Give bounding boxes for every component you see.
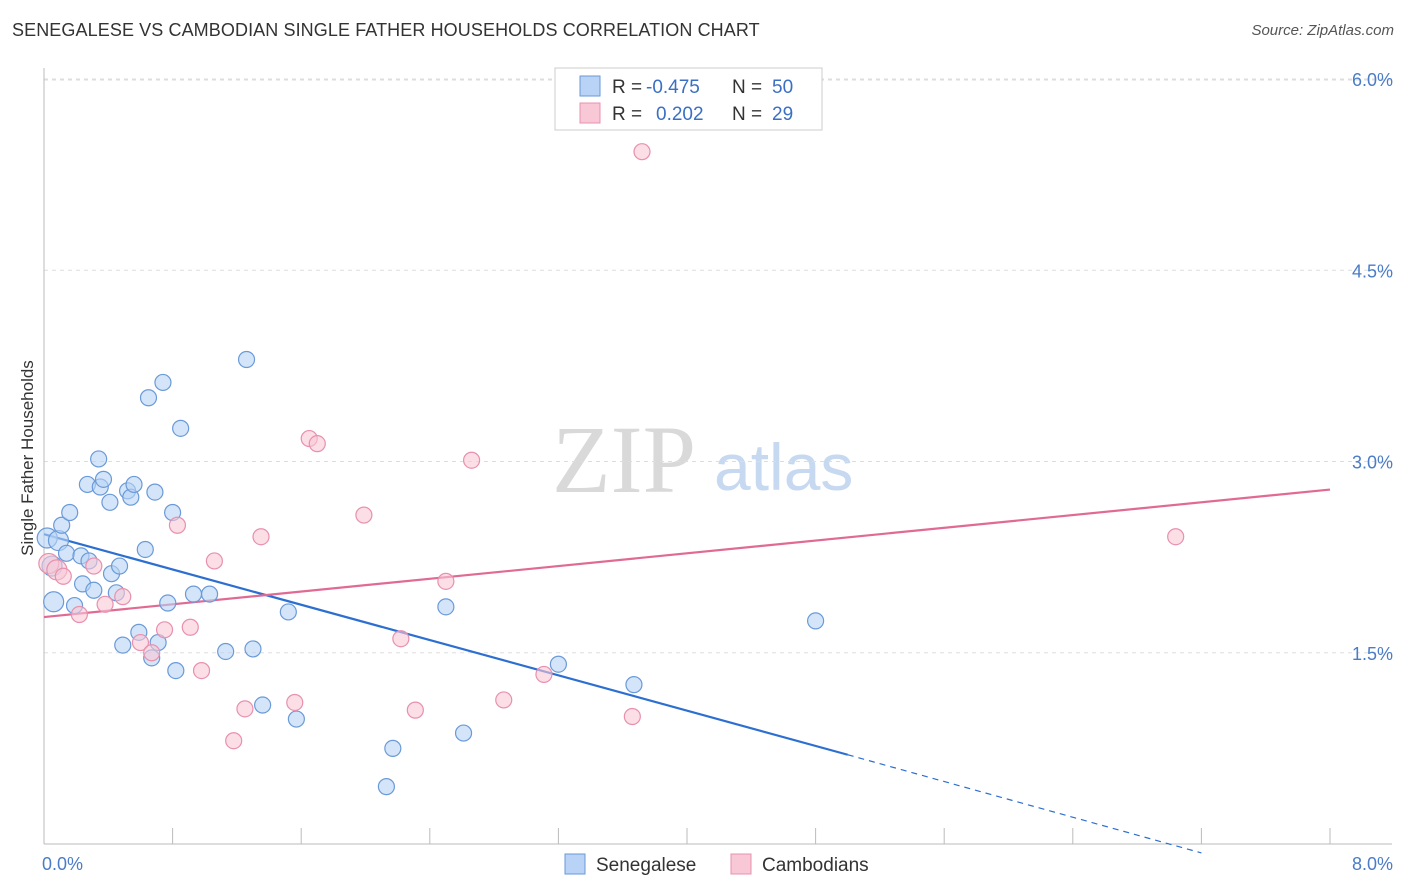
point-cambodian bbox=[114, 588, 132, 606]
point-senegalese bbox=[384, 739, 402, 757]
trend-line-cambodian bbox=[43, 488, 1331, 619]
legend-bottom-swatch-senegalese bbox=[564, 853, 586, 875]
point-cambodian bbox=[155, 621, 174, 639]
point-senegalese bbox=[549, 655, 568, 673]
legend-swatch-senegalese bbox=[579, 75, 601, 97]
point-senegalese bbox=[217, 642, 235, 661]
point-cambodian bbox=[85, 557, 103, 575]
point-cambodian bbox=[308, 435, 326, 453]
trend-line-senegalese bbox=[43, 533, 849, 756]
legend-r-label-senegalese: R = bbox=[612, 77, 642, 98]
point-senegalese bbox=[287, 710, 305, 728]
point-cambodian bbox=[192, 661, 211, 680]
legend-r-label-cambodians: R = bbox=[612, 104, 642, 125]
point-senegalese bbox=[200, 585, 219, 603]
trend-line-dashed-senegalese bbox=[847, 754, 1202, 854]
legend-n-value-cambodians: 29 bbox=[772, 104, 793, 125]
y-tick-label: 3.0% bbox=[1352, 453, 1393, 473]
y-tick-label: 6.0% bbox=[1352, 70, 1393, 90]
point-senegalese bbox=[625, 676, 643, 694]
legend-n-label-senegalese: N = bbox=[732, 77, 762, 98]
legend-bottom-label-cambodians: Cambodians bbox=[762, 855, 869, 876]
point-cambodian bbox=[96, 595, 114, 613]
point-cambodian bbox=[633, 143, 651, 161]
point-senegalese bbox=[110, 557, 129, 575]
point-cambodian bbox=[181, 618, 199, 636]
legend-r-value-senegalese: -0.475 bbox=[646, 77, 700, 98]
point-cambodian bbox=[70, 605, 88, 624]
point-cambodian bbox=[252, 528, 270, 546]
point-senegalese bbox=[437, 598, 455, 616]
point-cambodian bbox=[406, 701, 424, 719]
point-cambodian bbox=[286, 693, 304, 712]
point-senegalese bbox=[94, 470, 113, 488]
y-tick-label: 1.5% bbox=[1352, 644, 1393, 664]
point-senegalese bbox=[244, 640, 262, 658]
point-senegalese bbox=[237, 350, 256, 369]
point-cambodian bbox=[623, 707, 641, 726]
watermark-atlas: atlas bbox=[714, 430, 853, 504]
point-senegalese bbox=[454, 724, 473, 742]
point-senegalese bbox=[159, 594, 177, 612]
point-senegalese bbox=[279, 603, 297, 621]
point-cambodian bbox=[535, 665, 553, 684]
data-points bbox=[36, 143, 1185, 796]
point-senegalese bbox=[254, 696, 272, 714]
point-senegalese bbox=[114, 636, 132, 654]
point-senegalese bbox=[377, 778, 395, 796]
x-tick-label-max: 8.0% bbox=[1352, 854, 1393, 874]
legend-bottom-swatch-cambodians bbox=[730, 853, 752, 875]
chart-title: SENEGALESE VS CAMBODIAN SINGLE FATHER HO… bbox=[12, 20, 760, 40]
legend-n-label-cambodians: N = bbox=[732, 104, 762, 125]
point-cambodian bbox=[205, 552, 223, 570]
point-cambodian bbox=[392, 630, 410, 648]
point-cambodian bbox=[355, 506, 373, 524]
legend-bottom-label-senegalese: Senegalese bbox=[596, 855, 696, 876]
point-senegalese bbox=[136, 540, 154, 559]
point-senegalese bbox=[806, 612, 825, 630]
point-senegalese bbox=[139, 389, 158, 407]
legend-bottom: Senegalese Cambodians bbox=[564, 853, 869, 876]
point-cambodian bbox=[54, 567, 72, 585]
point-senegalese bbox=[85, 581, 103, 599]
point-cambodian bbox=[225, 732, 243, 750]
point-senegalese bbox=[146, 483, 164, 501]
point-senegalese bbox=[184, 585, 203, 603]
trend-lines bbox=[43, 488, 1331, 854]
point-cambodian bbox=[437, 572, 455, 590]
source-label: Source: ZipAtlas.com bbox=[1251, 22, 1394, 39]
point-senegalese bbox=[43, 591, 65, 613]
point-cambodian bbox=[131, 633, 150, 652]
point-senegalese bbox=[53, 516, 71, 534]
point-cambodian bbox=[1167, 528, 1185, 546]
point-senegalese bbox=[154, 373, 172, 392]
legend-n-value-senegalese: 50 bbox=[772, 77, 793, 98]
point-senegalese bbox=[61, 503, 79, 522]
point-cambodian bbox=[236, 700, 254, 718]
legend-swatch-cambodians bbox=[579, 102, 601, 124]
point-cambodian bbox=[462, 451, 481, 469]
y-axis-title: Single Father Households bbox=[18, 360, 37, 556]
point-senegalese bbox=[167, 661, 185, 680]
x-tick-label-min: 0.0% bbox=[42, 854, 83, 874]
point-senegalese bbox=[125, 475, 143, 494]
watermark-zip: ZIP bbox=[552, 406, 696, 513]
point-senegalese bbox=[57, 544, 76, 562]
point-senegalese bbox=[101, 493, 119, 511]
point-senegalese bbox=[172, 419, 190, 437]
point-senegalese bbox=[90, 450, 108, 468]
legend-top: R = -0.475 N = 50 R = 0.202 N = 29 bbox=[554, 67, 823, 131]
y-tick-label: 4.5% bbox=[1352, 261, 1393, 281]
legend-r-value-cambodians: 0.202 bbox=[656, 104, 704, 125]
point-cambodian bbox=[168, 516, 187, 534]
point-cambodian bbox=[143, 644, 161, 662]
tick-labels: 1.5% 3.0% 4.5% 6.0% 0.0% 8.0% bbox=[42, 70, 1393, 874]
point-cambodian bbox=[495, 691, 513, 709]
